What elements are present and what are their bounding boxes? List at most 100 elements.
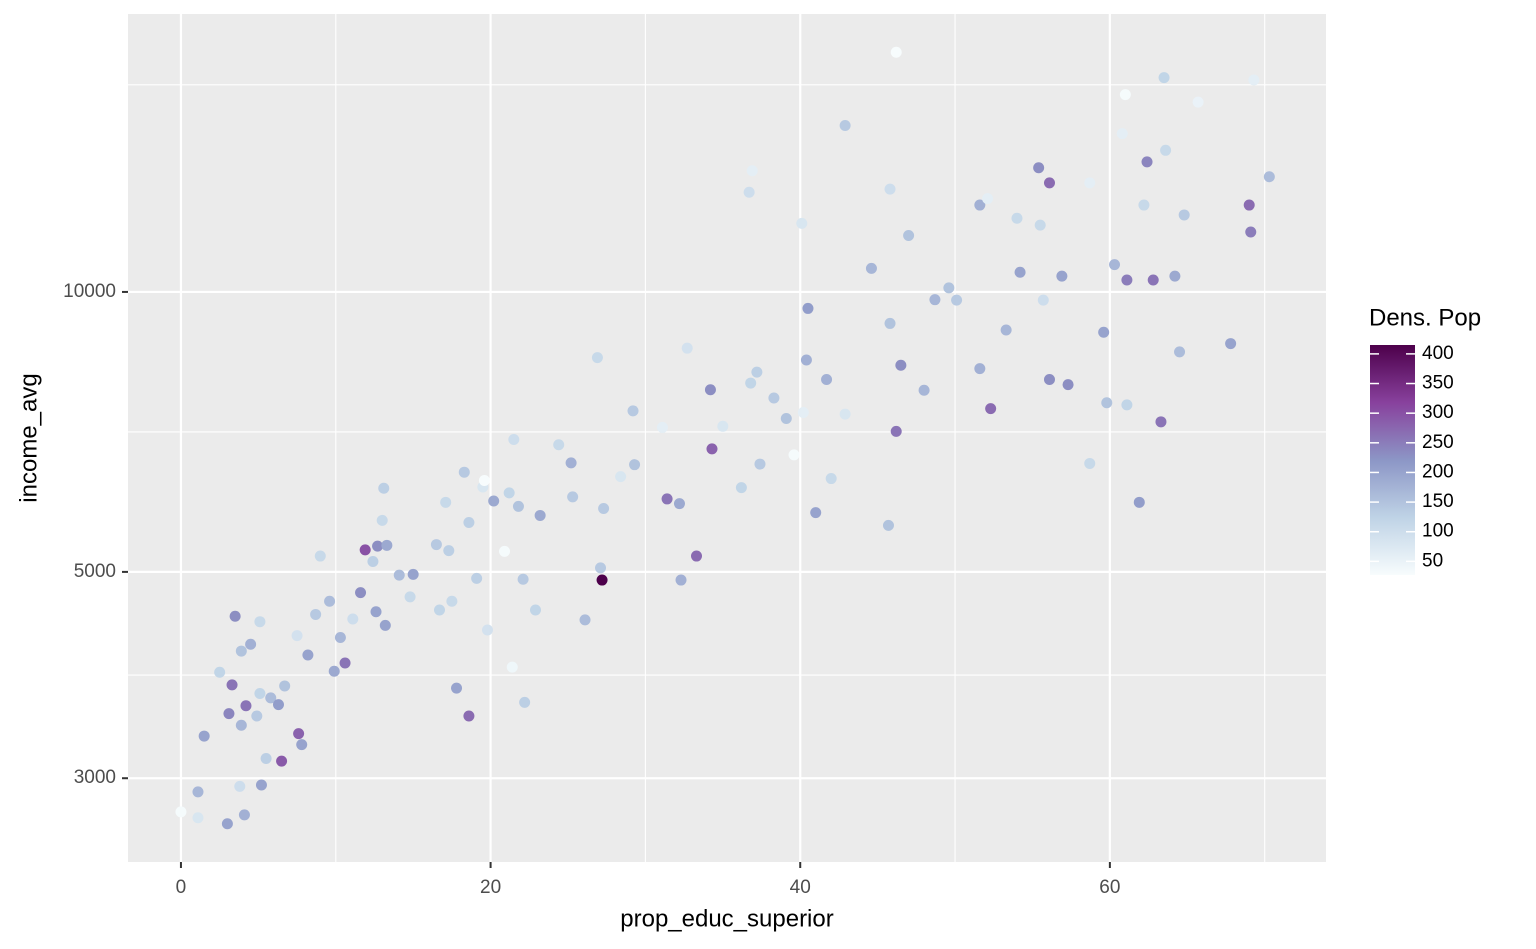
point [314, 550, 326, 562]
point [565, 457, 577, 469]
point [372, 540, 384, 552]
point [890, 425, 902, 437]
point [291, 630, 303, 642]
point [221, 818, 233, 830]
x-tick-label: 40 [790, 877, 811, 898]
point [529, 604, 541, 616]
point [293, 728, 305, 740]
point [615, 471, 627, 483]
point [596, 574, 608, 586]
point [717, 420, 729, 432]
point [1043, 374, 1055, 386]
colorbar-label: 100 [1422, 521, 1454, 542]
point [627, 405, 639, 417]
point [839, 119, 851, 131]
point [229, 610, 241, 622]
point [223, 708, 235, 720]
point [355, 587, 367, 599]
point [661, 493, 673, 505]
point [895, 359, 907, 371]
point [1248, 74, 1260, 86]
x-tick-label: 0 [176, 877, 187, 898]
point [1155, 416, 1167, 428]
point [1169, 270, 1181, 282]
point [440, 496, 452, 508]
point [1245, 226, 1257, 238]
point [1037, 294, 1049, 306]
point [503, 487, 515, 499]
point [245, 638, 257, 650]
point [446, 595, 458, 607]
point [302, 649, 314, 661]
point [430, 539, 442, 551]
point [1133, 496, 1145, 508]
point [704, 384, 716, 396]
point [825, 473, 837, 485]
point [951, 294, 963, 306]
y-tick-label: 5000 [74, 561, 116, 582]
point [884, 317, 896, 329]
point [1109, 259, 1121, 271]
point [985, 403, 997, 415]
point [656, 421, 668, 433]
point [334, 632, 346, 644]
point [974, 363, 986, 375]
point [890, 46, 902, 58]
point [796, 217, 808, 229]
point [1243, 199, 1255, 211]
point [1116, 128, 1128, 140]
colorbar-label: 250 [1422, 432, 1454, 453]
point [367, 556, 379, 568]
point [1147, 274, 1159, 286]
point [865, 262, 877, 274]
point [768, 392, 780, 404]
point [743, 186, 755, 198]
point [810, 507, 822, 519]
point [370, 606, 382, 618]
point [1098, 326, 1110, 338]
point [235, 645, 247, 657]
point [458, 466, 470, 478]
point [238, 809, 250, 821]
point [378, 482, 390, 494]
point [903, 229, 915, 241]
point [884, 183, 896, 195]
point [296, 739, 308, 751]
point [797, 406, 809, 418]
point [982, 193, 994, 205]
point [359, 544, 371, 556]
point [821, 374, 833, 386]
point [198, 730, 210, 742]
colorbar-label: 50 [1422, 550, 1443, 571]
point [1084, 177, 1096, 189]
point [1043, 177, 1055, 189]
point [681, 342, 693, 354]
point [1014, 266, 1026, 278]
point [595, 562, 607, 574]
colorbar-label: 300 [1422, 402, 1454, 423]
point [974, 199, 986, 211]
point [629, 459, 641, 471]
point [918, 384, 930, 396]
point [1192, 96, 1204, 108]
point [240, 700, 252, 712]
point [339, 657, 351, 669]
point [328, 665, 340, 677]
point [1178, 209, 1190, 221]
point [1011, 212, 1023, 224]
point [754, 458, 766, 470]
point [471, 572, 483, 584]
colorbar-label: 350 [1422, 373, 1454, 394]
point [508, 433, 520, 445]
point [1160, 144, 1172, 156]
point [1121, 399, 1133, 411]
panel [128, 14, 1326, 862]
point [1138, 199, 1150, 211]
point [1000, 324, 1012, 336]
point [255, 779, 267, 791]
colorbar-label: 150 [1422, 491, 1454, 512]
point [404, 591, 416, 603]
point [1121, 274, 1133, 286]
point [433, 604, 445, 616]
